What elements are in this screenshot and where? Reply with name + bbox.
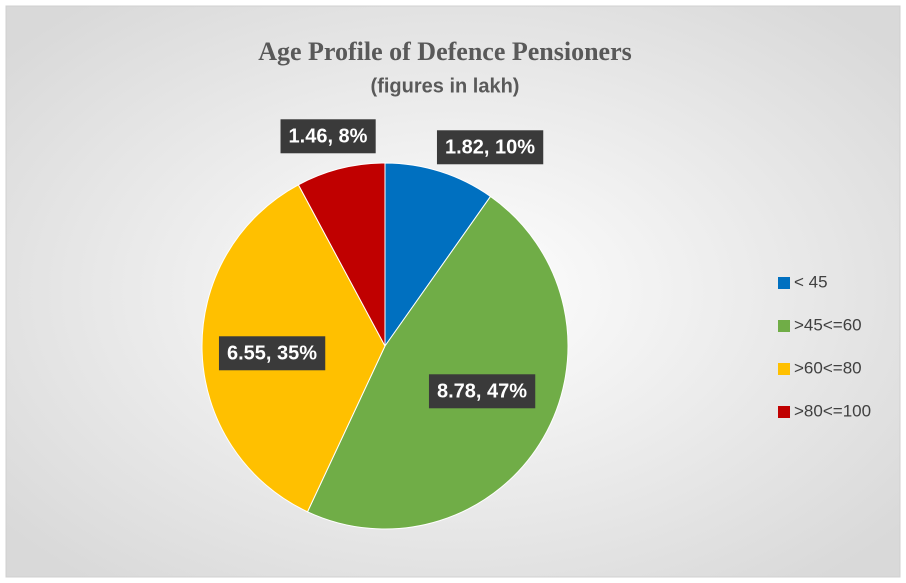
legend-label: >45<=60 <box>794 315 862 334</box>
data-label-box <box>428 374 536 409</box>
pie-slice <box>297 162 386 347</box>
pie-slice <box>306 195 569 530</box>
data-label: 6.55, 35% <box>227 342 317 364</box>
data-label-box <box>436 130 544 165</box>
chart-subtitle: (figures in lakh) <box>371 75 520 97</box>
legend-label: >80<=100 <box>794 401 871 420</box>
legend-label: >60<=80 <box>794 358 862 377</box>
data-label-box <box>280 119 376 154</box>
data-label-box <box>218 336 326 371</box>
chart-title: Age Profile of Defence Pensioners <box>258 37 632 66</box>
legend-swatch <box>778 406 790 418</box>
data-label: 1.82, 10% <box>445 136 535 158</box>
legend-label: < 45 <box>794 272 828 291</box>
legend-swatch <box>778 320 790 332</box>
legend-swatch <box>778 363 790 375</box>
data-label: 8.78, 47% <box>437 380 527 402</box>
pie-slice <box>384 162 492 348</box>
legend-swatch <box>778 277 790 289</box>
data-label: 1.46, 8% <box>289 125 368 147</box>
